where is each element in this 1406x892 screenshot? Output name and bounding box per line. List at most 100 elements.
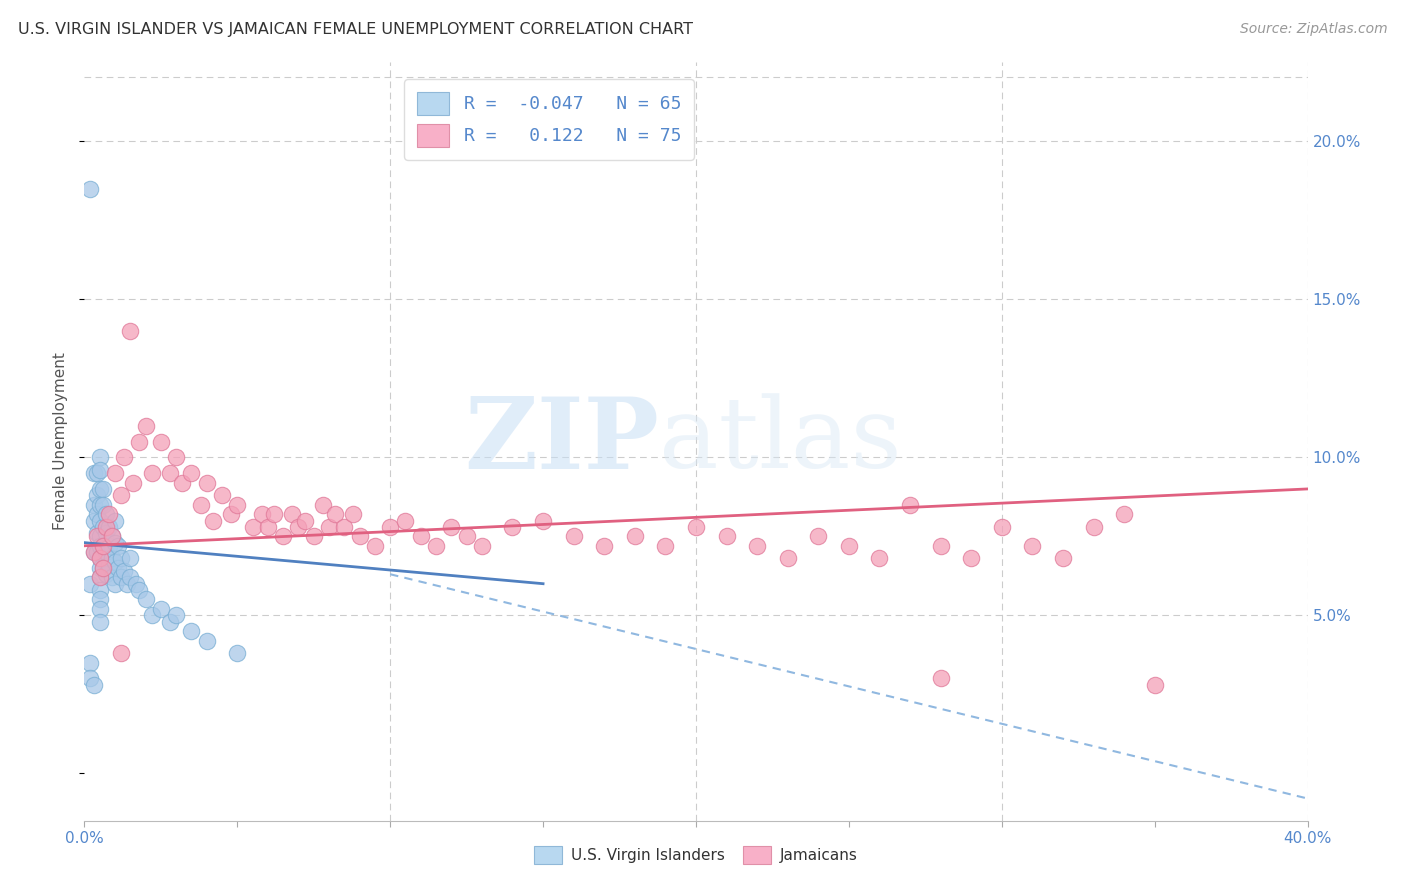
Point: [91, 561, 114, 575]
Point: [94, 526, 117, 541]
Point: [195, 475, 218, 490]
Point: [83, 545, 105, 559]
Point: [312, 498, 335, 512]
Point: [89, 482, 111, 496]
Point: [425, 539, 447, 553]
Point: [172, 475, 194, 490]
Point: [287, 520, 309, 534]
Point: [101, 529, 124, 543]
Point: [318, 520, 340, 534]
Point: [456, 529, 478, 543]
Point: [97, 520, 120, 534]
Point: [1143, 678, 1166, 692]
Point: [97, 558, 120, 572]
Point: [83, 466, 105, 480]
Point: [502, 520, 524, 534]
Point: [110, 570, 132, 584]
Point: [79, 182, 101, 196]
Point: [159, 466, 181, 480]
Point: [89, 602, 111, 616]
Point: [1021, 539, 1043, 553]
Point: [294, 514, 316, 528]
Point: [91, 498, 114, 512]
Point: [104, 514, 127, 528]
Point: [302, 529, 325, 543]
Point: [89, 582, 111, 597]
Point: [128, 582, 150, 597]
Point: [1083, 520, 1105, 534]
Point: [281, 507, 304, 521]
Point: [685, 520, 707, 534]
Point: [960, 551, 983, 566]
Point: [257, 520, 280, 534]
Point: [1114, 507, 1136, 521]
Point: [440, 520, 463, 534]
Point: [104, 466, 127, 480]
Point: [716, 529, 738, 543]
Text: U.S. VIRGIN ISLANDER VS JAMAICAN FEMALE UNEMPLOYMENT CORRELATION CHART: U.S. VIRGIN ISLANDER VS JAMAICAN FEMALE …: [18, 22, 693, 37]
Point: [83, 678, 105, 692]
Point: [219, 507, 242, 521]
Point: [898, 498, 921, 512]
Point: [1052, 551, 1074, 566]
Point: [593, 539, 616, 553]
Point: [624, 529, 647, 543]
Point: [226, 498, 249, 512]
Point: [94, 507, 117, 521]
Point: [112, 450, 135, 465]
Point: [79, 576, 101, 591]
Point: [97, 507, 120, 521]
Point: [869, 551, 891, 566]
Point: [104, 555, 127, 569]
Point: [91, 539, 114, 553]
Point: [562, 529, 585, 543]
Point: [94, 567, 117, 582]
Point: [101, 551, 124, 566]
Point: [929, 672, 952, 686]
Point: [89, 498, 111, 512]
Point: [104, 535, 127, 549]
Point: [120, 551, 142, 566]
Point: [135, 418, 157, 433]
Point: [101, 570, 124, 584]
Legend: U.S. Virgin Islanders, Jamaicans: U.S. Virgin Islanders, Jamaicans: [529, 840, 863, 870]
Point: [120, 324, 142, 338]
Point: [94, 545, 117, 559]
Point: [211, 488, 233, 502]
Point: [190, 498, 212, 512]
Point: [101, 529, 124, 543]
Point: [263, 507, 285, 521]
Point: [342, 507, 364, 521]
Point: [125, 576, 148, 591]
Point: [89, 514, 111, 528]
Point: [89, 551, 111, 566]
Point: [333, 520, 356, 534]
Point: [86, 507, 108, 521]
Point: [89, 592, 111, 607]
Point: [349, 529, 371, 543]
Text: atlas: atlas: [659, 393, 903, 490]
Point: [128, 434, 150, 449]
Point: [242, 520, 264, 534]
Point: [83, 498, 105, 512]
Point: [838, 539, 860, 553]
Point: [91, 539, 114, 553]
Point: [89, 450, 111, 465]
Point: [115, 576, 138, 591]
Point: [394, 514, 416, 528]
Point: [89, 570, 111, 584]
Point: [471, 539, 494, 553]
Text: Source: ZipAtlas.com: Source: ZipAtlas.com: [1240, 22, 1388, 37]
Point: [120, 570, 142, 584]
Point: [86, 529, 108, 543]
Point: [104, 576, 127, 591]
Point: [180, 466, 202, 480]
Point: [654, 539, 676, 553]
Point: [79, 656, 101, 670]
Point: [149, 434, 172, 449]
Point: [929, 539, 952, 553]
Point: [323, 507, 346, 521]
Point: [89, 529, 111, 543]
Point: [91, 520, 114, 534]
Point: [86, 545, 108, 559]
